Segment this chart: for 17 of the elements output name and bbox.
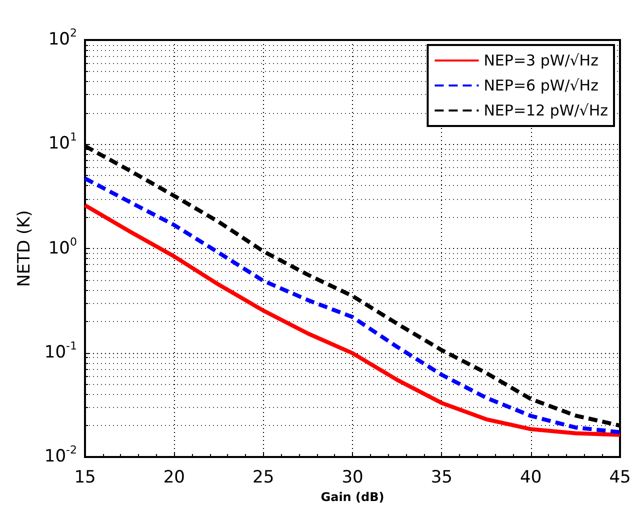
legend-label: NEP=3 pW/√Hz [484,52,599,70]
x-tick-label: 45 [609,468,631,488]
y-tick-label: 10$^{1}$ [48,130,77,154]
x-tick-label: 15 [74,468,96,488]
y-tick-label: 10$^{0}$ [48,235,77,258]
x-tick-label: 40 [520,468,542,488]
x-axis-title: Gain (dB) [320,490,384,504]
legend-label: NEP=6 pW/√Hz [484,76,599,94]
x-tick-label: 30 [342,468,364,488]
y-axis-title: NETD (K) [14,210,34,287]
x-tick-label: 35 [430,468,452,488]
x-tick-label: 20 [163,468,185,488]
y-tick-label: 10$^{2}$ [48,26,77,50]
x-tick-label: 25 [252,468,274,488]
y-tick-label: 10$^{-1}$ [44,339,77,362]
y-tick-label: 10$^{-2}$ [44,444,77,466]
legend-label: NEP=12 pW/√Hz [484,102,608,120]
